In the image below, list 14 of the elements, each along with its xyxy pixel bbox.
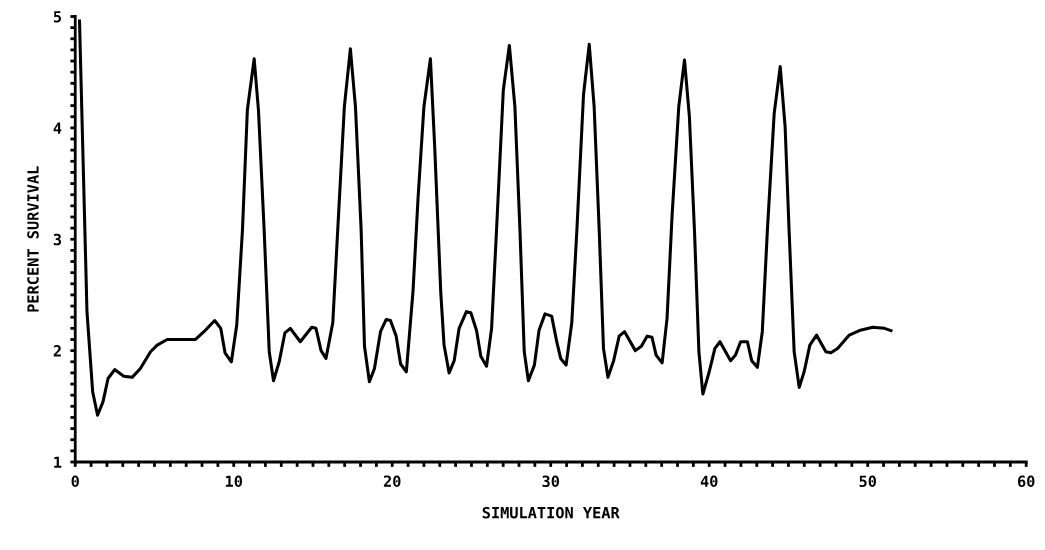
x-tick-label: 10 (225, 475, 243, 488)
y-axis-title: PERCENT SURVIVAL (27, 166, 39, 312)
y-tick-label: 5 (53, 11, 62, 23)
x-axis-title: SIMULATION YEAR (482, 506, 620, 519)
x-tick-label: 30 (542, 475, 559, 488)
y-tick-label: 4 (53, 122, 62, 134)
x-tick-label: 20 (383, 475, 401, 488)
x-tick-label: 40 (700, 475, 718, 488)
x-tick-label: 0 (71, 475, 79, 488)
x-tick-label: 60 (1017, 475, 1035, 488)
y-tick-label: 1 (54, 456, 62, 468)
y-tick-label: 2 (53, 345, 61, 357)
x-tick-label: 50 (859, 475, 876, 488)
y-tick-label: 3 (53, 233, 62, 246)
